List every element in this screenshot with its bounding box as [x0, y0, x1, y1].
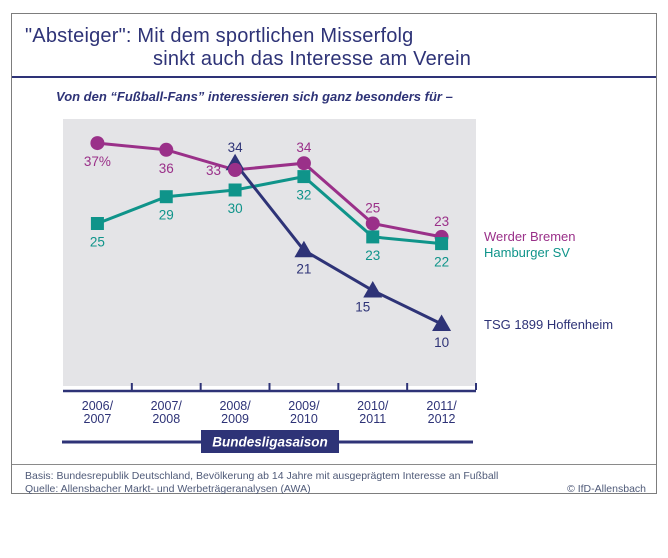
data-point-hamburger-sv: [159, 190, 173, 204]
data-label-tsg-1899-hoffenheim: 34: [228, 140, 244, 155]
series-line-hamburger-sv: [96, 174, 442, 246]
data-label-werder-bremen: 34: [296, 140, 312, 155]
legend-label-tsg-1899-hoffenheim: TSG 1899 Hoffenheim: [484, 317, 613, 332]
x-tick-label: 2010/2011: [357, 399, 389, 426]
x-axis-title-box: [201, 430, 339, 453]
data-point-werder-bremen: [90, 136, 105, 151]
data-point-tsg-1899-hoffenheim: [363, 281, 383, 298]
data-label-werder-bremen: 23: [434, 214, 449, 229]
chart-subtitle: Von den “Fußball-Fans” interessieren sic…: [56, 89, 453, 104]
data-point-werder-bremen: [296, 156, 311, 171]
data-label-hamburger-sv: 23: [365, 248, 380, 263]
series-line-werder-bremen: [97, 141, 442, 239]
data-point-hamburger-sv: [90, 217, 104, 230]
data-label-hamburger-sv: 30: [228, 201, 243, 216]
chart-title-line1: "Absteiger": Mit dem sportlichen Misserf…: [25, 25, 414, 47]
data-label-werder-bremen: 36: [159, 161, 174, 176]
chart-title: "Absteiger": Mit dem sportlichen Misserf…: [25, 25, 471, 71]
data-label-werder-bremen: 33: [206, 163, 221, 178]
title-divider: [12, 76, 656, 78]
data-label-hamburger-sv: 22: [434, 255, 449, 270]
data-label-werder-bremen: 37%: [84, 154, 111, 169]
footer-copyright: © IfD-Allensbach: [567, 483, 646, 495]
legend-label-hamburger-sv: Hamburger SV: [484, 245, 570, 260]
data-point-hamburger-sv: [366, 230, 380, 244]
footer-divider: [12, 464, 656, 465]
figure-frame: "Absteiger": Mit dem sportlichen Misserf…: [11, 13, 657, 495]
data-point-werder-bremen: [365, 216, 380, 231]
data-point-tsg-1899-hoffenheim: [432, 314, 452, 331]
data-label-hamburger-sv: 29: [159, 208, 174, 223]
chart-title-line2: sinkt auch das Interesse am Verein: [153, 48, 472, 70]
plot-area: [63, 119, 476, 386]
x-tick-label: 2011/2012: [426, 399, 457, 426]
data-point-hamburger-sv: [228, 183, 242, 197]
data-label-hamburger-sv: 32: [296, 188, 311, 203]
data-point-werder-bremen: [228, 162, 243, 177]
data-point-werder-bremen: [159, 142, 174, 157]
x-tick-label: 2009/2010: [288, 399, 320, 426]
x-axis-title: Bundesligasaison: [212, 435, 328, 450]
data-point-hamburger-sv: [435, 237, 449, 251]
line-chart-canvas: 2006/2007 2007/2008 2008/2009 2009/2010 2010…: [62, 119, 613, 453]
data-label-tsg-1899-hoffenheim: 21: [296, 261, 311, 276]
data-point-tsg-1899-hoffenheim: [294, 240, 314, 258]
x-tick-label: 2006/2007: [82, 399, 114, 426]
x-tick-label: 2008/2009: [219, 399, 251, 426]
x-tick-label: 2007/2008: [151, 399, 183, 426]
series-line-tsg-1899-hoffenheim: [233, 162, 443, 326]
data-label-tsg-1899-hoffenheim: 10: [434, 335, 449, 350]
data-label-werder-bremen: 25: [365, 201, 380, 216]
footer-basis-note: Basis: Bundesrepublik Deutschland, Bevöl…: [25, 470, 499, 482]
data-label-tsg-1899-hoffenheim: 15: [355, 300, 370, 315]
legend-label-werder-bremen: Werder Bremen: [484, 229, 576, 244]
data-label-hamburger-sv: 25: [90, 235, 105, 250]
footer-source-note: Quelle: Allensbacher Markt- und Werbeträ…: [25, 483, 311, 495]
data-point-hamburger-sv: [297, 170, 311, 184]
